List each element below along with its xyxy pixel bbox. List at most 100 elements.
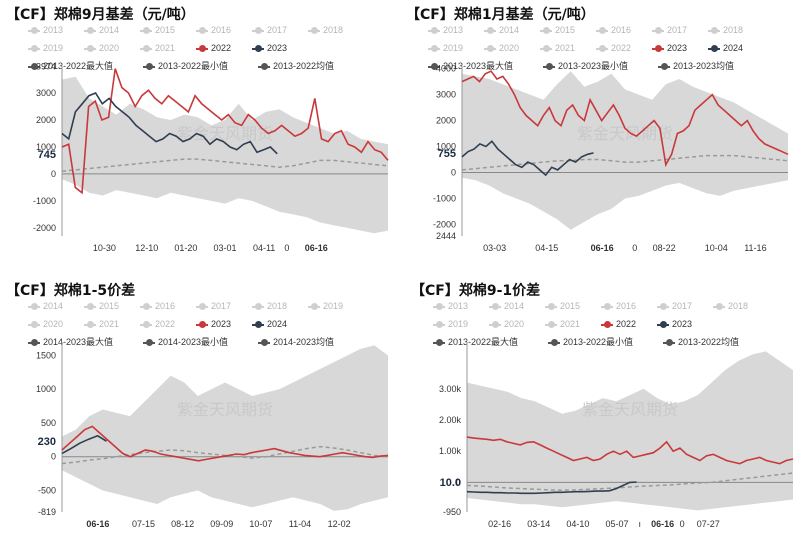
legend-item[interactable]: 2015: [540, 25, 596, 35]
legend-item[interactable]: 2021: [140, 43, 196, 53]
legend-item[interactable]: 2014: [484, 25, 540, 35]
legend-item[interactable]: 2016: [601, 301, 657, 311]
legend-item[interactable]: 2013-2022最大值: [433, 335, 548, 348]
legend-item[interactable]: 2020: [84, 43, 140, 53]
legend-item[interactable]: 2020: [484, 43, 540, 53]
legend-label: 2024: [723, 43, 744, 53]
legend[interactable]: 2013 2014 2015 2016 2017 2018 2019 2020 2021 2022…: [428, 20, 788, 74]
legend-label: 2018: [728, 301, 749, 311]
legend-item[interactable]: 2013: [428, 25, 484, 35]
legend-item[interactable]: 2020: [28, 319, 84, 329]
series-line-2022: [466, 436, 794, 465]
legend-marker-icon: [140, 44, 152, 53]
legend-item[interactable]: 2023: [252, 43, 308, 53]
legend-label: 2021: [560, 319, 581, 329]
legend-item[interactable]: 2019: [428, 43, 484, 53]
legend-label: 2014-2023最小值: [158, 337, 229, 347]
legend-item[interactable]: 2015: [545, 301, 601, 311]
series-line-2022: [61, 68, 389, 195]
legend-item[interactable]: 2015: [84, 301, 140, 311]
legend-label: 2018: [723, 25, 744, 35]
legend-marker-icon: [308, 26, 320, 35]
legend-item[interactable]: 2014: [489, 301, 545, 311]
legend-item[interactable]: 2014-2023最大值: [28, 335, 143, 348]
legend-item[interactable]: 2022: [601, 319, 657, 329]
legend-item[interactable]: 2019: [433, 319, 489, 329]
legend-marker-icon: [28, 302, 40, 311]
legend-item[interactable]: 2014-2023均值: [258, 335, 373, 348]
y-tick-label: 3000: [36, 88, 56, 98]
x-tick-label: 03-01: [213, 243, 236, 253]
legend-label: 2016: [155, 301, 176, 311]
legend-item[interactable]: 2018: [308, 25, 364, 35]
legend-item[interactable]: 2019: [28, 43, 84, 53]
y-tick-label: 1000: [436, 142, 456, 152]
legend-item[interactable]: 2015: [140, 25, 196, 35]
x-tick-label: 11-16: [744, 243, 766, 253]
legend-marker-icon: [428, 44, 440, 53]
legend-item[interactable]: 2018: [713, 301, 769, 311]
legend-label: 2013-2023均值: [673, 61, 735, 71]
legend-label: 2013-2022均值: [678, 337, 740, 347]
legend-item[interactable]: 2013-2022最小值: [143, 59, 258, 72]
legend[interactable]: 2014 2015 2016 2017 2018 2019 2020 2021 2022 2023…: [28, 296, 388, 350]
watermark: 紫金天风期货: [582, 400, 678, 419]
legend-item[interactable]: 2013: [28, 25, 84, 35]
y-tick-label: -950: [443, 507, 461, 517]
legend-item[interactable]: 2013-2022最大值: [28, 59, 143, 72]
legend-item[interactable]: 2017: [652, 25, 708, 35]
legend-label: 2015: [155, 25, 176, 35]
current-value-label: 230: [38, 436, 56, 448]
chart-svg: 3.00k 2.00k 1.00k 0 -950 02-16 03-14 04-10 05-07…: [439, 342, 794, 529]
legend-item[interactable]: 2018: [252, 301, 308, 311]
legend-item[interactable]: 2013-2022均值: [663, 335, 778, 348]
legend-item[interactable]: 2014-2023最小值: [143, 335, 258, 348]
legend-item[interactable]: 2014: [84, 25, 140, 35]
range-band: [62, 345, 388, 511]
legend-item[interactable]: 2016: [140, 301, 196, 311]
legend-item[interactable]: 2024: [252, 319, 308, 329]
legend-item[interactable]: 2016: [596, 25, 652, 35]
legend-item[interactable]: 2017: [252, 25, 308, 35]
legend-item[interactable]: 2023: [196, 319, 252, 329]
legend-marker-icon: [601, 302, 613, 311]
legend[interactable]: 2013 2014 2015 2016 2017 2018 2019 2020 2021 2022…: [433, 296, 793, 350]
legend-item[interactable]: 2021: [545, 319, 601, 329]
legend-item[interactable]: 2013-2023最小值: [543, 59, 658, 72]
legend-item[interactable]: 2024: [708, 43, 764, 53]
legend-item[interactable]: 2017: [196, 301, 252, 311]
legend-item[interactable]: 2013-2023最大值: [428, 59, 543, 72]
legend-label: 2013-2023最大值: [443, 61, 514, 71]
legend-item[interactable]: 2013-2022均值: [258, 59, 373, 72]
x-tick-label: ı: [639, 519, 642, 529]
legend-item[interactable]: 2014: [28, 301, 84, 311]
legend-item[interactable]: 2022: [140, 319, 196, 329]
legend-item[interactable]: 2018: [708, 25, 764, 35]
legend-marker-icon: [28, 26, 40, 35]
legend-label: 2019: [323, 301, 344, 311]
legend-marker-icon: [663, 338, 675, 347]
legend[interactable]: 2013 2014 2015 2016 2017 2018 2019 2020 2021 2022…: [28, 20, 388, 74]
legend-item[interactable]: 2022: [596, 43, 652, 53]
legend-marker-icon: [484, 26, 496, 35]
legend-item[interactable]: 2013-2023均值: [658, 59, 773, 72]
x-tick-label: 06-16: [86, 519, 109, 529]
legend-item[interactable]: 2021: [84, 319, 140, 329]
legend-label: 2016: [611, 25, 632, 35]
legend-item[interactable]: 2020: [489, 319, 545, 329]
x-tick-label: 03-14: [527, 519, 550, 529]
legend-item[interactable]: 2017: [657, 301, 713, 311]
legend-item[interactable]: 2021: [540, 43, 596, 53]
y-tick-label: 0: [51, 169, 56, 179]
legend-item[interactable]: 2016: [196, 25, 252, 35]
legend-item[interactable]: 2013: [433, 301, 489, 311]
legend-item[interactable]: 2023: [652, 43, 708, 53]
legend-item[interactable]: 2023: [657, 319, 713, 329]
legend-item[interactable]: 2013-2022最小值: [548, 335, 663, 348]
legend-item[interactable]: 2019: [308, 301, 364, 311]
legend-label: 2014: [499, 25, 520, 35]
legend-label: 2019: [448, 319, 469, 329]
legend-label: 2021: [555, 43, 576, 53]
legend-item[interactable]: 2022: [196, 43, 252, 53]
y-tick-label: 2444: [436, 231, 456, 241]
